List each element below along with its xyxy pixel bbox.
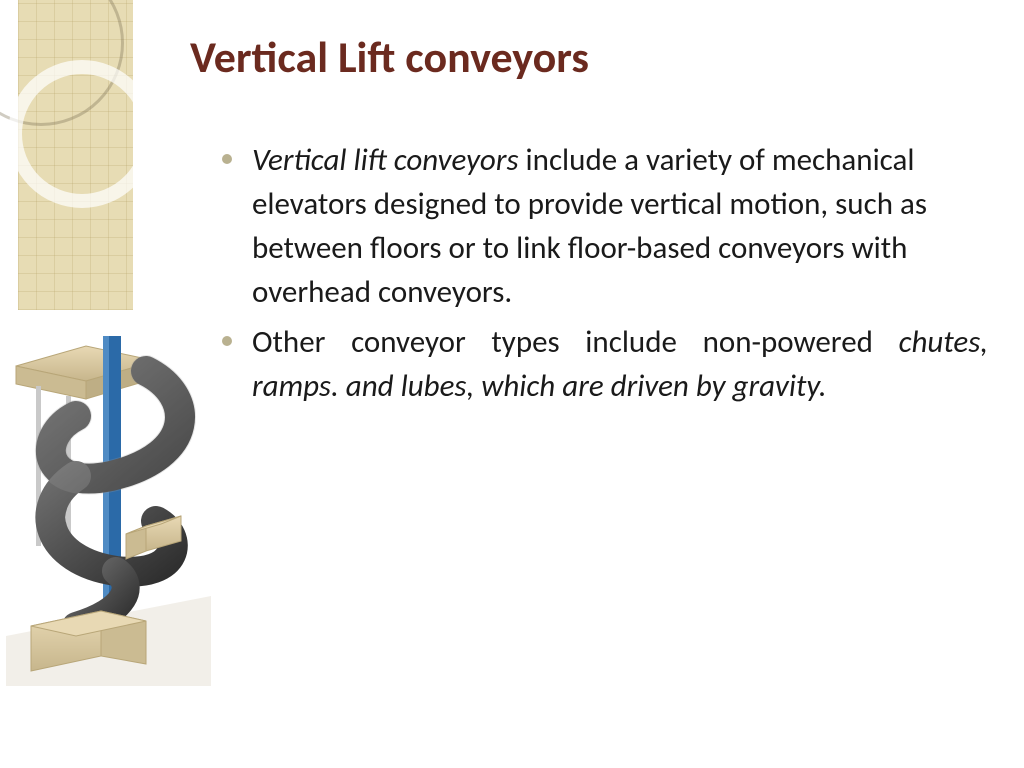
decorative-grid-panel xyxy=(18,0,133,310)
bullet-dot-icon xyxy=(222,154,232,164)
bullet-item-2: Other conveyor types include non-powered… xyxy=(218,320,988,408)
body-text: Vertical lift conveyors include a variet… xyxy=(218,138,988,414)
bullet-2-plain: Other conveyor types include non-powered xyxy=(252,323,899,361)
spiral-conveyor-illustration xyxy=(6,326,211,686)
bullet-1-lead: Vertical lift conveyors xyxy=(252,141,526,179)
bullet-item-1: Vertical lift conveyors include a variet… xyxy=(218,138,988,314)
bullet-dot-icon xyxy=(222,336,232,346)
page-title: Vertical Lift conveyors xyxy=(190,30,589,84)
